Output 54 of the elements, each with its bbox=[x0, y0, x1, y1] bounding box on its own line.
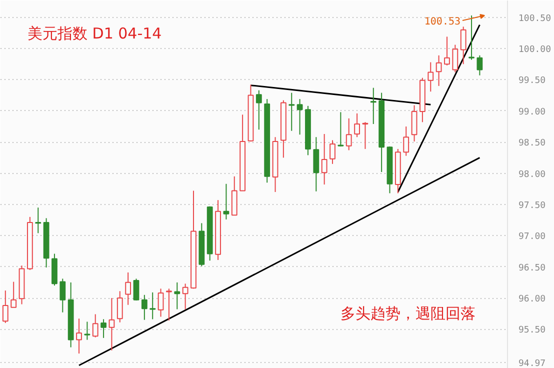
candlestick bbox=[288, 92, 295, 132]
candlestick bbox=[256, 90, 262, 130]
candlestick bbox=[313, 136, 320, 192]
text: 美元指数 D1 04-14 bbox=[28, 24, 162, 42]
candlestick bbox=[436, 54, 442, 86]
candlestick bbox=[476, 54, 483, 76]
candlestick bbox=[468, 14, 474, 60]
candlestick bbox=[2, 290, 8, 324]
candlestick bbox=[10, 281, 17, 308]
candlestick bbox=[346, 118, 352, 151]
annotation: 多头趋势，遇阻回落 bbox=[340, 304, 476, 322]
candlestick bbox=[444, 36, 450, 66]
candlestick bbox=[354, 112, 360, 138]
candlestick bbox=[182, 283, 188, 310]
y-tick-label: 98.00 bbox=[518, 170, 546, 180]
candlestick bbox=[133, 278, 140, 302]
candlestick bbox=[296, 98, 303, 136]
candlestick bbox=[321, 133, 328, 185]
candlestick bbox=[330, 140, 336, 164]
candlestick bbox=[35, 207, 42, 234]
candlestick bbox=[84, 321, 90, 340]
y-tick-label: 95.50 bbox=[518, 326, 546, 336]
candlestick bbox=[370, 87, 376, 124]
y-tick-label: 97.50 bbox=[518, 200, 546, 211]
candlestick bbox=[452, 44, 458, 73]
candlestick bbox=[403, 126, 410, 156]
y-tick-label: 100.00 bbox=[518, 45, 552, 56]
candlestick bbox=[158, 288, 164, 318]
candlestick bbox=[60, 278, 66, 313]
y-tick-label: 96.50 bbox=[518, 263, 546, 274]
y-tick-label: 97.00 bbox=[518, 232, 546, 242]
y-tick-label: 99.50 bbox=[518, 76, 546, 86]
candlestick bbox=[116, 290, 123, 323]
y-tick-label: 96.00 bbox=[518, 294, 546, 305]
y-tick-label: 99.00 bbox=[518, 107, 546, 118]
candlestick bbox=[428, 62, 434, 92]
candlestick bbox=[338, 112, 344, 147]
candlestick bbox=[174, 282, 180, 310]
candlestick bbox=[100, 318, 106, 338]
candlestick bbox=[108, 298, 115, 351]
candlestick bbox=[76, 318, 82, 354]
y-tick-label: 94.97 bbox=[518, 358, 546, 368]
y-tick-label: 100.50 bbox=[518, 14, 552, 24]
candlestick bbox=[92, 314, 98, 338]
y-tick-label: 98.50 bbox=[518, 138, 546, 149]
candlestick bbox=[125, 272, 132, 306]
candlestick bbox=[223, 183, 230, 220]
candlestick bbox=[362, 122, 368, 150]
candlestick bbox=[411, 104, 418, 142]
candlestick bbox=[150, 292, 156, 320]
candlestick bbox=[460, 26, 466, 65]
annotation: 100.53 bbox=[424, 16, 460, 28]
candlestick bbox=[141, 294, 148, 320]
candlestick bbox=[166, 288, 172, 321]
